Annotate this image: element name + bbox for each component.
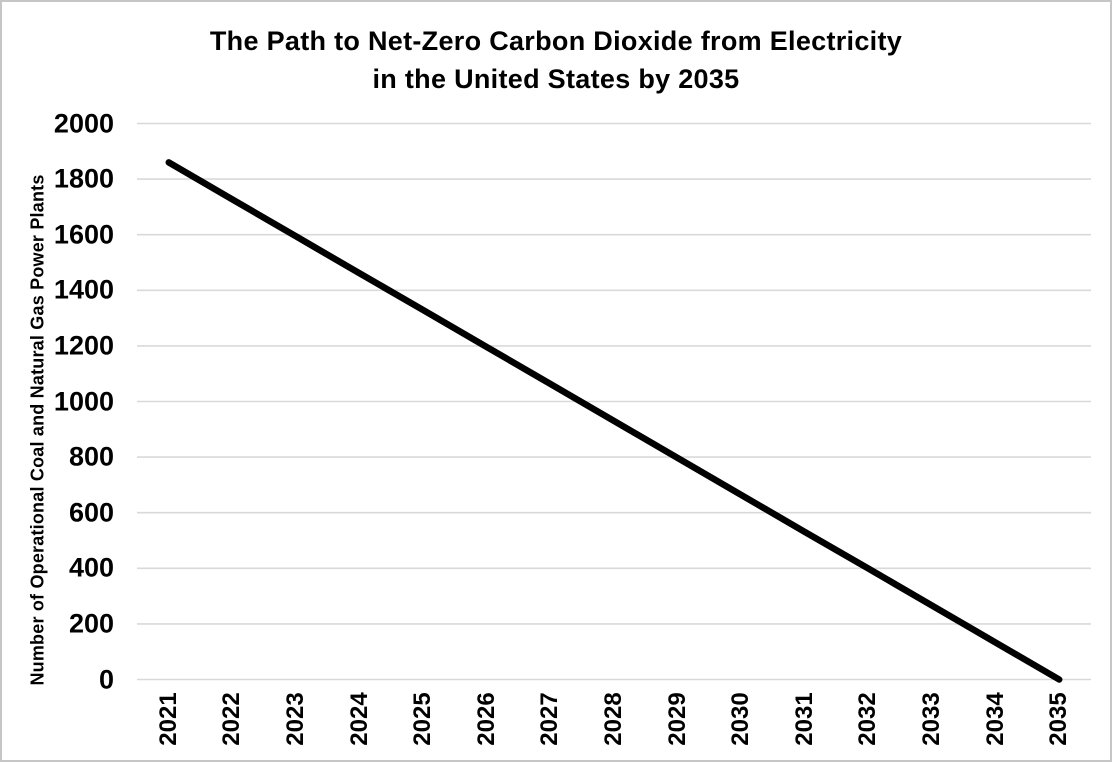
x-tick-label: 2035 xyxy=(1045,692,1073,746)
chart-title-line2: in the United States by 2035 xyxy=(372,64,740,94)
chart-title-line1: The Path to Net-Zero Carbon Dioxide from… xyxy=(209,26,903,56)
y-tick-label: 1400 xyxy=(53,274,114,305)
y-tick-label: 0 xyxy=(98,664,114,694)
y-tick-label: 1800 xyxy=(53,163,114,194)
x-tick-label: 2026 xyxy=(472,692,500,746)
x-tick-label: 2022 xyxy=(218,692,246,746)
y-tick-label: 200 xyxy=(68,608,114,639)
x-tick-label: 2032 xyxy=(854,692,882,746)
x-tick-label: 2030 xyxy=(727,692,755,746)
x-tick-label: 2027 xyxy=(536,692,564,746)
x-tick-label: 2025 xyxy=(409,692,437,746)
y-tick-label: 1200 xyxy=(53,330,114,361)
y-tick-label: 2000 xyxy=(53,108,114,138)
x-tick-label: 2029 xyxy=(663,692,691,746)
y-tick-label: 400 xyxy=(68,552,114,583)
x-tick-label: 2033 xyxy=(918,692,945,746)
x-tick-label: 2021 xyxy=(154,692,182,746)
x-tick-label: 2034 xyxy=(981,692,1009,746)
x-tick-label: 2024 xyxy=(345,692,373,746)
x-tick-label: 2028 xyxy=(600,692,627,746)
y-tick-label: 800 xyxy=(68,441,114,472)
x-tick-label: 2023 xyxy=(282,692,309,746)
y-tick-label: 1600 xyxy=(53,219,114,250)
data-line xyxy=(165,159,1063,683)
chart-title: The Path to Net-Zero Carbon Dioxide from… xyxy=(2,22,1110,98)
y-tick-label: 600 xyxy=(68,497,114,528)
y-tick-label: 1000 xyxy=(53,386,114,416)
x-tick-label: 2031 xyxy=(790,692,818,746)
